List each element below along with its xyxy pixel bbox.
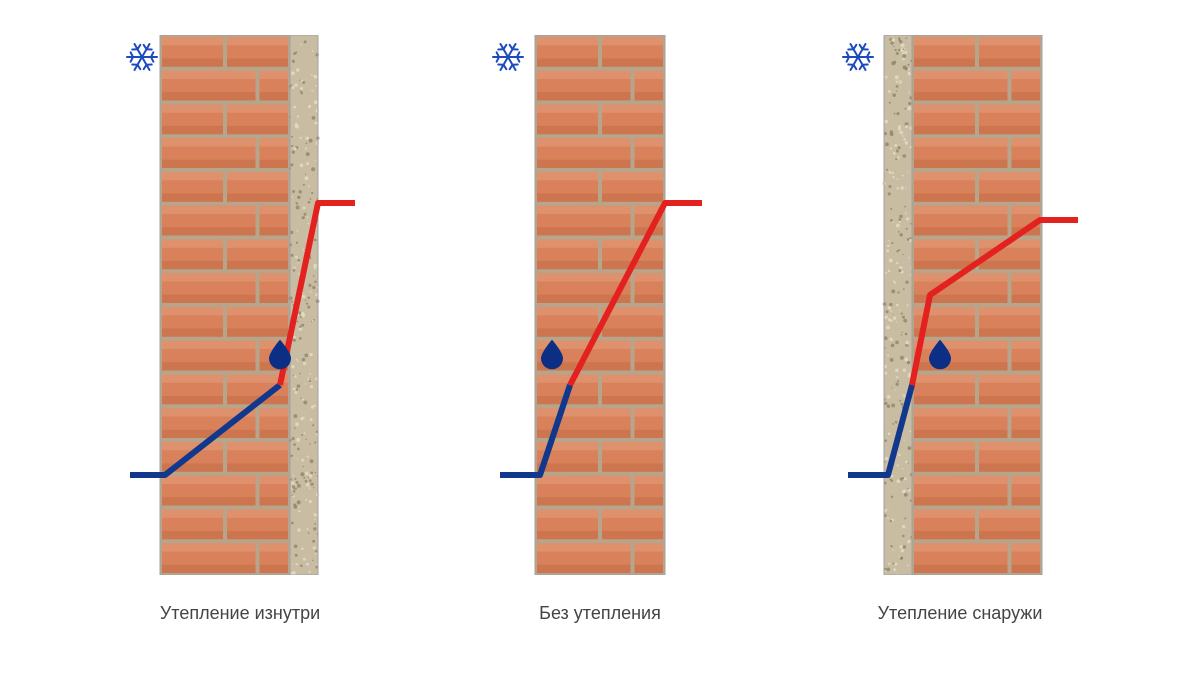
snowflake-icon xyxy=(127,44,157,70)
panel-caption: Утепление снаружи xyxy=(840,603,1080,624)
panel-caption: Без утепления xyxy=(480,603,720,624)
wall-illustration xyxy=(840,35,1080,575)
snowflake-icon xyxy=(843,44,873,70)
panel-none: Без утепления xyxy=(480,35,720,624)
diagram-container: Утепление изнутри Без утепления Утепление … xyxy=(0,0,1200,624)
panel-outside: Утепление снаружи xyxy=(840,35,1080,624)
snowflake-icon xyxy=(493,44,523,70)
panel-inside: Утепление изнутри xyxy=(120,35,360,624)
panel-caption: Утепление изнутри xyxy=(120,603,360,624)
wall-illustration xyxy=(120,35,360,575)
wall-illustration xyxy=(480,35,720,575)
